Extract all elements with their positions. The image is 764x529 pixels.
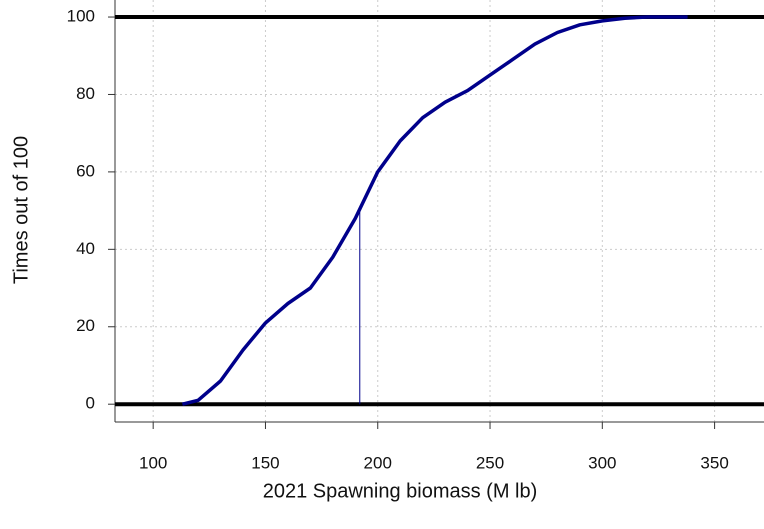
x-tick-label: 100 (139, 453, 167, 472)
y-tick-label: 80 (76, 84, 95, 103)
y-tick-label: 40 (76, 239, 95, 258)
y-tick-label: 0 (86, 394, 95, 413)
x-tick-label: 350 (700, 453, 728, 472)
y-tick-label: 100 (67, 7, 95, 26)
y-axis-title: Times out of 100 (10, 136, 32, 284)
y-tick-label: 60 (76, 161, 95, 180)
cdf-line (181, 15, 688, 406)
x-tick-label: 200 (364, 453, 392, 472)
x-tick-label: 150 (251, 453, 279, 472)
x-tick-label: 250 (476, 453, 504, 472)
x-tick-label: 300 (588, 453, 616, 472)
y-tick-label: 20 (76, 316, 95, 335)
x-axis-title: 2021 Spawning biomass (M lb) (263, 480, 538, 502)
